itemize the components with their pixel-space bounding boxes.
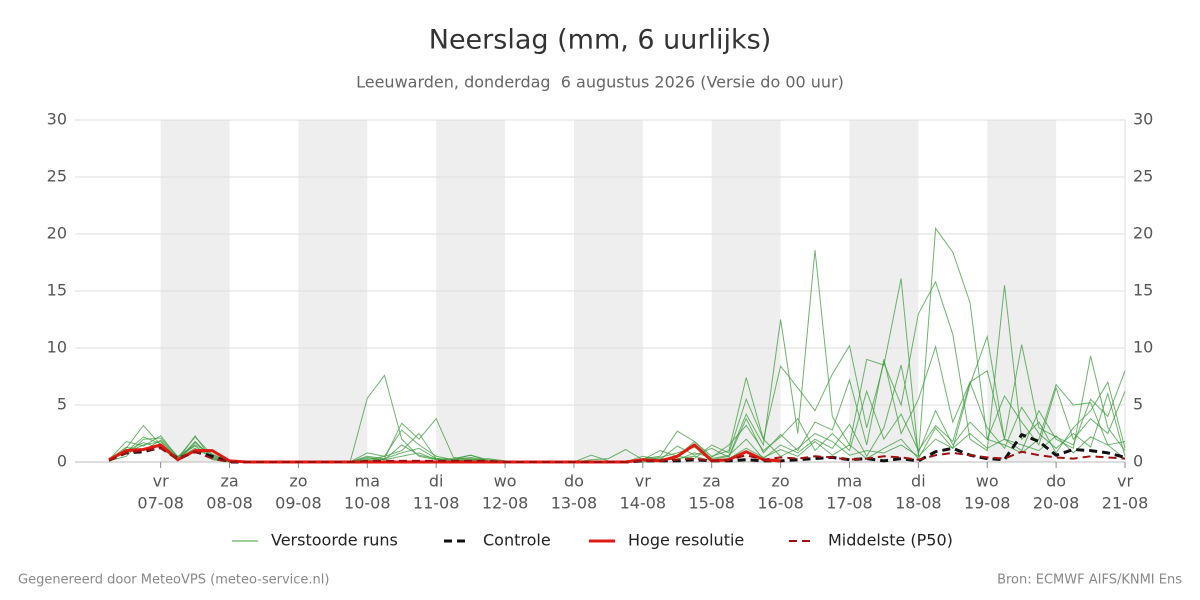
x-tick-weekday: zo: [289, 472, 307, 491]
y-tick-label: 5: [57, 395, 67, 414]
footer-left: Gegenereerd door MeteoVPS (meteo-service…: [18, 573, 329, 588]
legend-label: Controle: [483, 531, 551, 550]
y-tick-label: 20: [47, 224, 67, 243]
x-tick-label: 21-08: [1102, 494, 1149, 513]
x-tick-weekday: zo: [771, 472, 789, 491]
x-tick-weekday: ma: [837, 472, 862, 491]
series-line: [108, 433, 1126, 464]
x-tick-label: 08-08: [206, 494, 253, 513]
y2-tick-label: 30: [1133, 110, 1153, 129]
x-tick-weekday: vr: [1117, 472, 1133, 491]
x-tick-weekday: wo: [494, 472, 517, 491]
x-tick-weekday: di: [429, 472, 444, 491]
footer-right: Bron: ECMWF AIFS/KNMI Ens: [997, 573, 1182, 588]
y-tick-label: 25: [47, 167, 67, 186]
y2-tick-label: 10: [1133, 338, 1153, 357]
x-tick-label: 15-08: [688, 494, 735, 513]
series-line: [108, 443, 781, 464]
series-line: [108, 447, 1126, 463]
x-tick-weekday: ma: [355, 472, 380, 491]
y-tick-label: 15: [47, 281, 67, 300]
x-tick-weekday: za: [220, 472, 238, 491]
y-tick-label: 10: [47, 338, 67, 357]
x-tick-label: 07-08: [137, 494, 184, 513]
x-tick-label: 19-08: [964, 494, 1011, 513]
x-tick-label: 16-08: [757, 494, 804, 513]
x-tick-weekday: vr: [153, 472, 169, 491]
x-tick-label: 10-08: [344, 494, 391, 513]
y-tick-label: 30: [47, 110, 67, 129]
x-tick-label: 09-08: [275, 494, 322, 513]
y-tick-label: 0: [57, 452, 67, 471]
y2-tick-label: 5: [1133, 395, 1143, 414]
x-tick-weekday: za: [703, 472, 721, 491]
x-tick-weekday: di: [911, 472, 926, 491]
chart-title: Neerslag (mm, 6 uurlijks): [429, 25, 771, 56]
y2-tick-label: 20: [1133, 224, 1153, 243]
legend-label: Hoge resolutie: [628, 531, 744, 550]
x-tick-label: 20-08: [1033, 494, 1080, 513]
x-tick-weekday: vr: [635, 472, 651, 491]
chart-subtitle: Leeuwarden, donderdag 6 augustus 2026 (V…: [356, 73, 844, 92]
x-tick-weekday: do: [1046, 472, 1066, 491]
x-tick-label: 18-08: [895, 494, 942, 513]
x-tick-label: 17-08: [826, 494, 873, 513]
x-tick-weekday: do: [564, 472, 584, 491]
x-tick-label: 14-08: [620, 494, 667, 513]
x-tick-label: 12-08: [482, 494, 529, 513]
y2-tick-label: 15: [1133, 281, 1153, 300]
y2-tick-label: 25: [1133, 167, 1153, 186]
x-tick-weekday: wo: [976, 472, 999, 491]
x-tick-label: 11-08: [413, 494, 460, 513]
legend-label: Verstoorde runs: [271, 531, 398, 550]
x-tick-label: 13-08: [551, 494, 598, 513]
y2-tick-label: 0: [1133, 452, 1143, 471]
legend-label: Middelste (P50): [828, 531, 953, 550]
